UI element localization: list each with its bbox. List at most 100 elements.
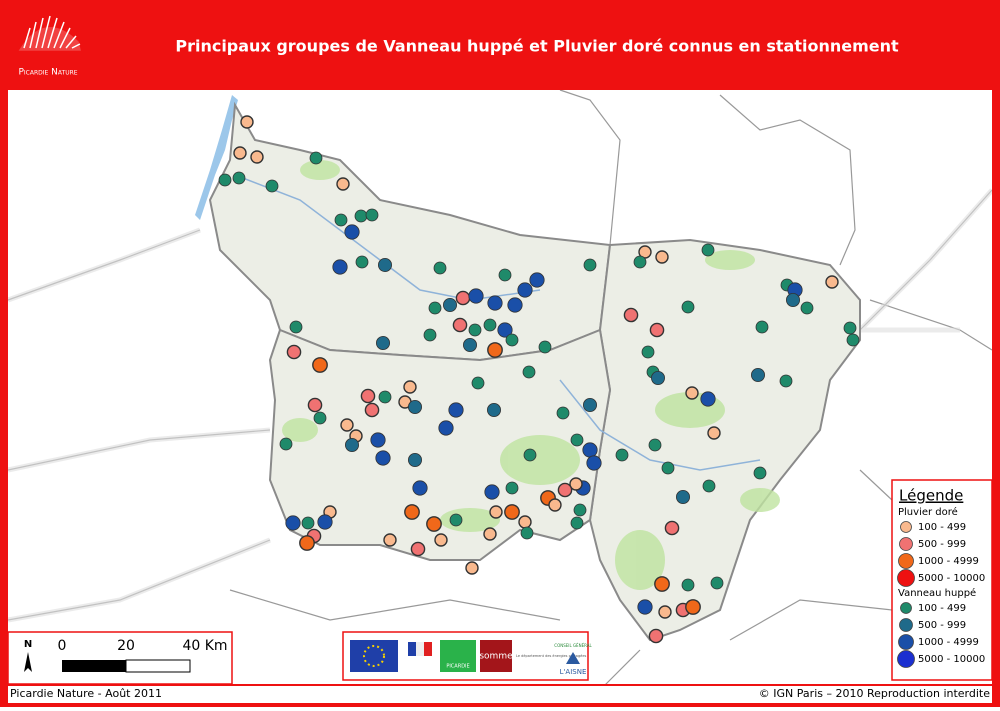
observation-dot bbox=[570, 516, 584, 530]
observation-dot bbox=[332, 259, 348, 275]
observation-dot bbox=[301, 516, 315, 530]
observation-dot bbox=[504, 504, 520, 520]
observation-dot bbox=[486, 402, 501, 417]
observation-dot bbox=[407, 452, 422, 467]
observation-dot bbox=[487, 295, 503, 311]
fr-flag-red bbox=[424, 642, 432, 656]
legend-title: Légende bbox=[899, 487, 963, 505]
observation-dot bbox=[586, 455, 602, 471]
observation-dot bbox=[654, 576, 670, 592]
observation-dot bbox=[751, 367, 766, 382]
observation-dot bbox=[557, 482, 573, 498]
observation-dot bbox=[442, 297, 457, 312]
observation-dot bbox=[529, 272, 545, 288]
observation-dot bbox=[344, 224, 360, 240]
legend-symbol bbox=[900, 602, 912, 614]
observation-dot bbox=[556, 406, 570, 420]
observation-dot bbox=[523, 448, 537, 462]
footer-band bbox=[8, 686, 992, 703]
observation-dot bbox=[661, 461, 675, 475]
observation-dot bbox=[484, 484, 500, 500]
observation-dot bbox=[522, 365, 536, 379]
observation-dot bbox=[755, 320, 769, 334]
observation-dot bbox=[250, 150, 264, 164]
scale-box bbox=[7, 631, 233, 685]
observation-dot bbox=[434, 533, 448, 547]
observation-dot bbox=[360, 388, 376, 404]
aisne-text: L'AISNE bbox=[560, 668, 587, 676]
legend-label: 100 - 499 bbox=[918, 522, 966, 533]
observation-dot bbox=[507, 297, 523, 313]
observation-dot bbox=[681, 300, 695, 314]
frame-left bbox=[0, 90, 8, 707]
aisne-top: CONSEIL GÉNÉRAL bbox=[554, 643, 592, 648]
observation-dot bbox=[520, 526, 534, 540]
observation-dot bbox=[233, 146, 247, 160]
observation-dot bbox=[685, 599, 701, 615]
observation-dot bbox=[649, 322, 665, 338]
legend-symbol bbox=[900, 521, 912, 533]
observation-dot bbox=[648, 438, 662, 452]
observation-dot bbox=[517, 282, 533, 298]
observation-dot bbox=[633, 255, 647, 269]
observations bbox=[218, 115, 860, 644]
legend-symbol bbox=[897, 650, 915, 668]
observation-dot bbox=[448, 402, 464, 418]
observation-dot bbox=[299, 535, 315, 551]
observation-dot bbox=[489, 505, 503, 519]
observation-dot bbox=[286, 344, 302, 360]
aisne-mark bbox=[566, 652, 580, 664]
north-arrow bbox=[24, 652, 32, 672]
scale-bar-black bbox=[62, 660, 126, 672]
footer-left: Picardie Nature - Août 2011 bbox=[10, 687, 162, 700]
observation-dot bbox=[505, 333, 519, 347]
observation-dot bbox=[452, 317, 468, 333]
observation-dot bbox=[471, 376, 485, 390]
observation-dot bbox=[375, 335, 390, 350]
legend-label: 5000 - 10000 bbox=[918, 654, 985, 665]
observation-dot bbox=[438, 420, 454, 436]
observation-dot bbox=[483, 527, 497, 541]
observation-dot bbox=[426, 516, 442, 532]
observation-dot bbox=[786, 292, 801, 307]
observation-dot bbox=[468, 288, 484, 304]
observation-dot bbox=[365, 208, 379, 222]
observation-dot bbox=[518, 515, 532, 529]
observation-dot bbox=[317, 514, 333, 530]
legend-symbol bbox=[897, 569, 915, 587]
observation-dot bbox=[702, 479, 716, 493]
legend-symbol bbox=[899, 537, 913, 551]
observation-dot bbox=[707, 426, 721, 440]
eu-logo bbox=[350, 640, 398, 672]
observation-dot bbox=[825, 275, 839, 289]
observation-dot bbox=[465, 561, 479, 575]
observation-dot bbox=[307, 397, 323, 413]
legend-symbol bbox=[898, 553, 914, 569]
somme-logo-text: somme bbox=[479, 652, 513, 662]
observation-dot bbox=[483, 318, 497, 332]
observation-dot bbox=[340, 418, 354, 432]
observation-dot bbox=[309, 151, 323, 165]
observation-dot bbox=[428, 301, 442, 315]
observation-dot bbox=[569, 477, 583, 491]
legend-label: 500 - 999 bbox=[918, 620, 966, 631]
observation-dot bbox=[232, 171, 246, 185]
border-shade bbox=[7, 188, 994, 623]
observation-dot bbox=[468, 323, 482, 337]
observation-dot bbox=[334, 213, 348, 227]
observation-dot bbox=[313, 411, 327, 425]
observation-dot bbox=[404, 504, 420, 520]
fr-flag-blue bbox=[408, 642, 416, 656]
north-label: N bbox=[24, 639, 32, 650]
legend-label: 5000 - 10000 bbox=[918, 573, 985, 584]
observation-dot bbox=[538, 340, 552, 354]
observation-dot bbox=[637, 599, 653, 615]
observation-dot bbox=[462, 337, 477, 352]
observation-dot bbox=[407, 399, 422, 414]
observation-dot bbox=[312, 357, 328, 373]
observation-dot bbox=[710, 576, 724, 590]
observation-dot bbox=[779, 374, 793, 388]
observation-dot bbox=[497, 322, 513, 338]
observation-dot bbox=[240, 115, 254, 129]
observation-dot bbox=[583, 258, 597, 272]
